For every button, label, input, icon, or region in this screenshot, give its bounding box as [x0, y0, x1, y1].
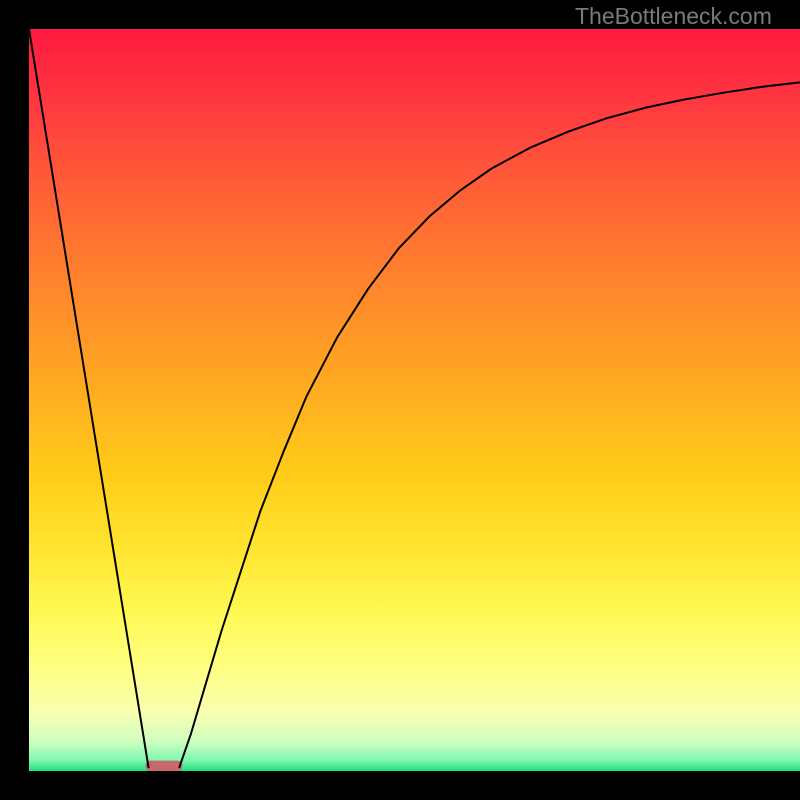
- chart-container: TheBottleneck.com: [0, 0, 800, 800]
- gradient-background: [29, 29, 800, 771]
- watermark-text: TheBottleneck.com: [575, 3, 772, 30]
- frame-bottom: [0, 771, 800, 800]
- bottleneck-chart: [29, 29, 800, 771]
- optimal-range-marker: [145, 761, 182, 771]
- frame-left: [0, 0, 29, 800]
